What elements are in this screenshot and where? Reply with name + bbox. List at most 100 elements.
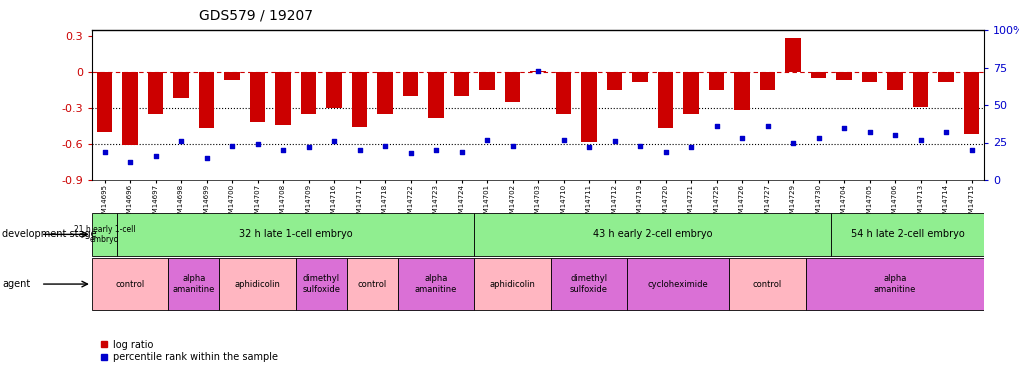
Point: [300, 144, 316, 150]
Text: aphidicolin: aphidicolin: [234, 280, 280, 289]
Text: alpha
amanitine: alpha amanitine: [415, 274, 457, 294]
Point: [351, 147, 368, 153]
Bar: [708, 72, 723, 90]
Bar: [148, 72, 163, 114]
Bar: [474, 213, 830, 256]
Bar: [301, 72, 316, 114]
Text: GDS579 / 19207: GDS579 / 19207: [199, 9, 313, 22]
Bar: [606, 72, 622, 90]
Point: [401, 150, 419, 156]
Text: 43 h early 2-cell embryo: 43 h early 2-cell embryo: [592, 230, 712, 239]
Point: [504, 142, 521, 148]
Point: [963, 147, 979, 153]
Point: [249, 141, 265, 147]
Point: [810, 135, 826, 141]
Text: control: control: [752, 280, 782, 289]
Bar: [479, 72, 494, 90]
Bar: [173, 72, 189, 98]
Point: [326, 138, 342, 144]
Point: [734, 135, 750, 141]
Bar: [377, 72, 392, 114]
Bar: [199, 72, 214, 128]
Bar: [250, 72, 265, 122]
Point: [708, 123, 725, 129]
Bar: [97, 72, 112, 132]
Point: [912, 136, 928, 142]
Text: control: control: [358, 280, 386, 289]
Bar: [474, 258, 550, 310]
Bar: [729, 258, 805, 310]
Point: [785, 140, 801, 146]
Bar: [861, 72, 876, 82]
Bar: [830, 213, 983, 256]
Bar: [168, 258, 219, 310]
Bar: [805, 258, 983, 310]
Point: [758, 123, 775, 129]
Bar: [550, 258, 627, 310]
Text: alpha
amanitine: alpha amanitine: [172, 274, 215, 294]
Point: [377, 142, 393, 148]
Bar: [555, 72, 571, 114]
Text: control: control: [115, 280, 145, 289]
Bar: [530, 71, 545, 72]
Bar: [92, 213, 117, 256]
Text: 32 h late 1-cell embryo: 32 h late 1-cell embryo: [238, 230, 353, 239]
Point: [198, 154, 215, 160]
Point: [224, 142, 240, 148]
Text: 54 h late 2-cell embryo: 54 h late 2-cell embryo: [850, 230, 964, 239]
Text: aphidicolin: aphidicolin: [489, 280, 535, 289]
Point: [530, 68, 546, 74]
Point: [428, 147, 444, 153]
Bar: [627, 258, 729, 310]
Legend: log ratio, percentile rank within the sample: log ratio, percentile rank within the sa…: [97, 336, 282, 366]
Point: [657, 148, 674, 154]
Text: agent: agent: [2, 279, 31, 289]
Bar: [453, 72, 469, 96]
Text: cycloheximide: cycloheximide: [647, 280, 708, 289]
Point: [148, 153, 164, 159]
Bar: [504, 72, 520, 102]
Text: development stage: development stage: [2, 230, 97, 239]
Bar: [397, 258, 474, 310]
Bar: [326, 72, 341, 108]
Point: [861, 129, 877, 135]
Point: [275, 147, 291, 153]
Bar: [887, 72, 902, 90]
Bar: [296, 258, 346, 310]
Bar: [912, 72, 927, 107]
Bar: [632, 72, 647, 82]
Bar: [275, 72, 290, 125]
Bar: [92, 258, 168, 310]
Bar: [224, 72, 239, 80]
Bar: [117, 213, 474, 256]
Point: [887, 132, 903, 138]
Bar: [219, 258, 296, 310]
Point: [555, 136, 572, 142]
Text: dimethyl
sulfoxide: dimethyl sulfoxide: [302, 274, 340, 294]
Bar: [657, 72, 673, 128]
Point: [479, 136, 495, 142]
Bar: [428, 72, 443, 118]
Point: [605, 138, 622, 144]
Point: [836, 124, 852, 130]
Point: [173, 138, 190, 144]
Text: dimethyl
sulfoxide: dimethyl sulfoxide: [570, 274, 607, 294]
Bar: [403, 72, 418, 96]
Bar: [963, 72, 978, 134]
Point: [683, 144, 699, 150]
Point: [453, 148, 470, 154]
Bar: [836, 72, 851, 80]
Bar: [810, 72, 825, 78]
Bar: [581, 72, 596, 142]
Point: [96, 148, 113, 154]
Bar: [785, 38, 800, 72]
Text: alpha
amanitine: alpha amanitine: [873, 274, 915, 294]
Bar: [683, 72, 698, 114]
Point: [122, 159, 139, 165]
Point: [937, 129, 954, 135]
Point: [581, 144, 597, 150]
Bar: [352, 72, 367, 127]
Bar: [734, 72, 749, 110]
Bar: [346, 258, 397, 310]
Bar: [122, 72, 138, 145]
